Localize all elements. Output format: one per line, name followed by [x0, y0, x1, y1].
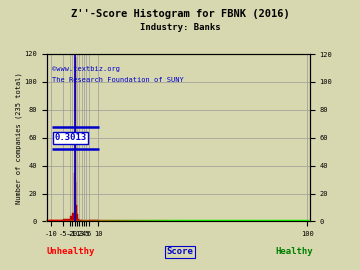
Text: Healthy: Healthy [275, 248, 313, 256]
Bar [78, 219, 79, 221]
Bar [79, 220, 82, 221]
Text: The Research Foundation of SUNY: The Research Foundation of SUNY [52, 77, 184, 83]
Text: Industry: Banks: Industry: Banks [140, 23, 220, 32]
Bar [70, 216, 72, 221]
Text: Score: Score [167, 248, 193, 256]
Bar [77, 214, 78, 221]
Bar [75, 57, 76, 221]
Bar [72, 213, 73, 221]
Text: Unhealthy: Unhealthy [47, 248, 95, 256]
Text: ©www.textbiz.org: ©www.textbiz.org [52, 66, 120, 72]
Text: Z''-Score Histogram for FBNK (2016): Z''-Score Histogram for FBNK (2016) [71, 9, 289, 19]
Y-axis label: Number of companies (235 total): Number of companies (235 total) [15, 72, 22, 204]
Bar [76, 205, 77, 221]
Bar [73, 173, 75, 221]
Text: 0.3013: 0.3013 [54, 133, 87, 142]
Bar [49, 220, 63, 221]
Bar [89, 220, 98, 221]
Bar [63, 219, 70, 221]
